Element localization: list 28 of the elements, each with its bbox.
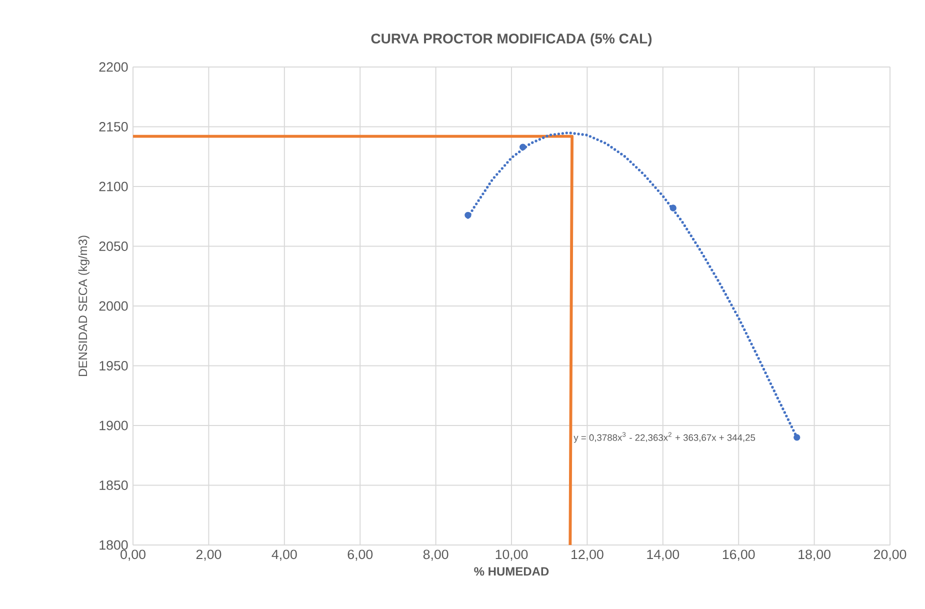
point <box>464 212 472 219</box>
y-tick-label: 2150 <box>99 122 128 132</box>
x-tick-label: 20,00 <box>874 550 906 561</box>
x-tick-label: 2,00 <box>196 550 222 561</box>
y-tick-label: 2000 <box>99 301 128 311</box>
x-axis-title: % HUMEDAD <box>474 567 549 576</box>
x-tick-label: 18,00 <box>798 550 830 561</box>
y-tick-label: 1950 <box>100 361 128 370</box>
y-axis-title: DENSIDAD SECA (kg/m3) <box>78 236 90 376</box>
x-tick-label: 0,00 <box>120 550 146 561</box>
chart-title: CURVA PROCTOR MODIFICADA (5% CAL) <box>371 33 652 46</box>
y-tick-label: 2050 <box>99 242 128 251</box>
x-tick-label: 10,00 <box>496 550 528 561</box>
y-tick-label: 1900 <box>100 420 128 430</box>
x-tick-label: 12,00 <box>572 550 604 561</box>
x-tick-label: 14,00 <box>647 550 680 561</box>
point <box>520 144 526 150</box>
point <box>794 434 800 441</box>
annotation: y = 0,3788x$^{3}$ - 22,363x$^{2}$ + 363,67x + 344,25 <box>574 432 756 443</box>
y-tick-label: 2200 <box>99 62 128 72</box>
y-tick-label: 1800 <box>100 540 128 550</box>
x-tick-label: 8,00 <box>423 550 448 561</box>
y-tick-label: 2100 <box>99 182 128 192</box>
x-tick-label: 4,00 <box>272 550 297 561</box>
y-tick-label: 1850 <box>100 480 128 490</box>
x-tick-label: 6,00 <box>348 550 373 561</box>
point <box>670 204 676 212</box>
x-tick-label: 16,00 <box>722 550 755 561</box>
